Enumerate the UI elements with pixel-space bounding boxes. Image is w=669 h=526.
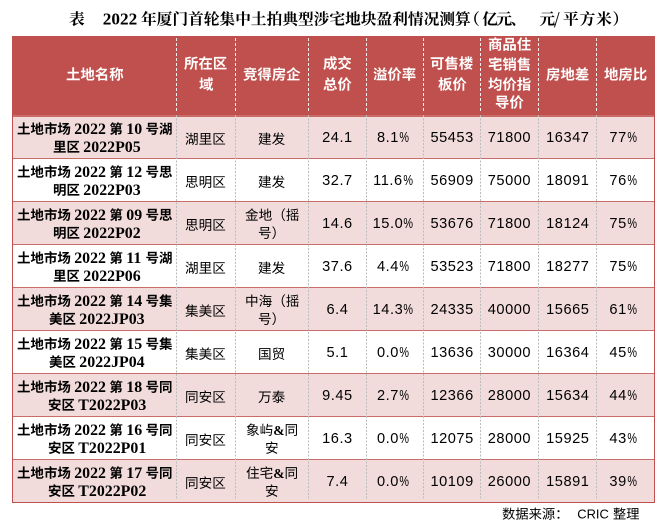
svg-text:16: 16 [126, 421, 142, 438]
svg-text:2022: 2022 [74, 120, 106, 137]
svg-text:2022: 2022 [74, 335, 106, 352]
svg-text:2022: 2022 [74, 206, 106, 223]
svg-text:2022P02: 2022P02 [83, 225, 140, 242]
svg-text:2022: 2022 [74, 421, 106, 438]
svg-text:T2022P01: T2022P01 [78, 440, 146, 457]
svg-text:09: 09 [126, 206, 142, 223]
svg-text:2022: 2022 [74, 163, 106, 180]
svg-text:2022JP04: 2022JP04 [79, 354, 144, 371]
svg-text:2022: 2022 [74, 249, 106, 266]
svg-text:17: 17 [126, 464, 142, 481]
svg-text:2022: 2022 [74, 464, 106, 481]
svg-text:18: 18 [126, 378, 142, 395]
svg-text:&: & [273, 465, 284, 480]
svg-text:&: & [273, 422, 284, 437]
svg-text:T2022P03: T2022P03 [78, 397, 146, 414]
svg-text:2022P03: 2022P03 [83, 182, 140, 199]
svg-text:2022: 2022 [103, 10, 137, 29]
svg-text:2022P06: 2022P06 [83, 268, 140, 285]
svg-text:2022JP03: 2022JP03 [79, 311, 144, 328]
svg-text:15: 15 [126, 335, 142, 352]
svg-text:2022: 2022 [74, 378, 106, 395]
svg-text:10: 10 [126, 120, 142, 137]
svg-text:14: 14 [126, 292, 142, 309]
svg-text:T2022P02: T2022P02 [78, 483, 146, 500]
svg-text:CRIC: CRIC [577, 507, 609, 522]
svg-text:2022: 2022 [74, 292, 106, 309]
svg-text:12: 12 [126, 163, 142, 180]
svg-text:11: 11 [126, 249, 141, 266]
svg-text:2022P05: 2022P05 [83, 139, 140, 156]
